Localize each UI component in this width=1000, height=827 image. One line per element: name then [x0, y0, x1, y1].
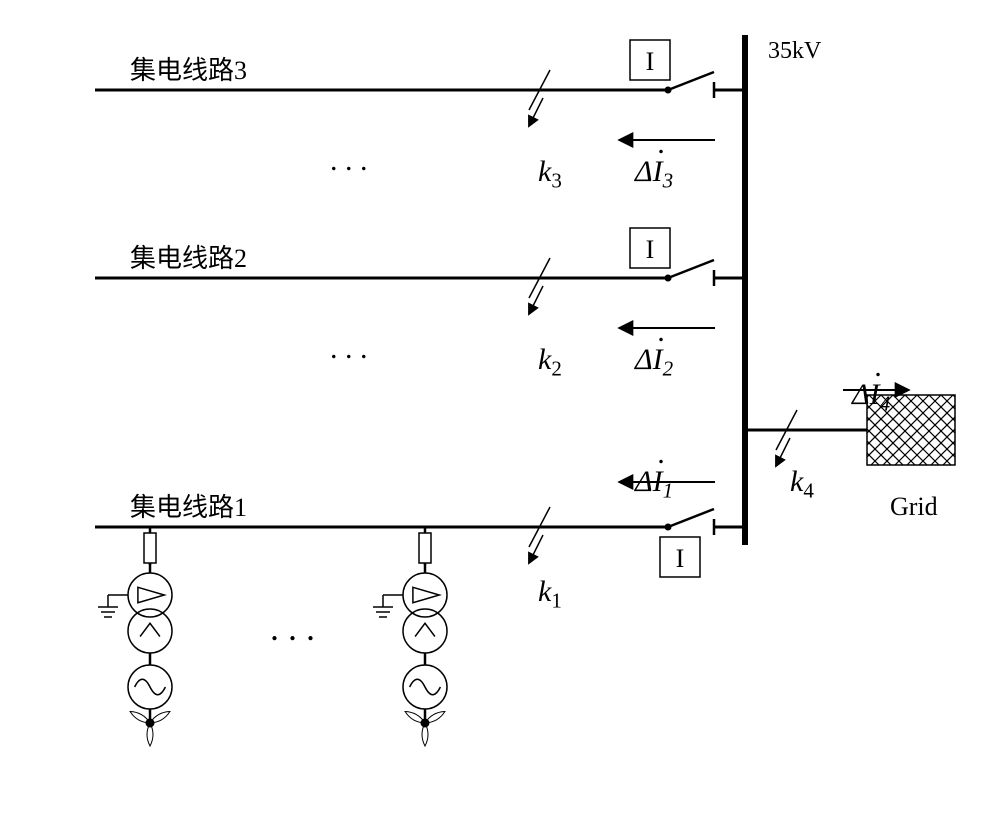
feeder-title-3: 集电线路3	[130, 50, 247, 87]
diagram-stage: I . . . I . . . I . . . 35kV ΔI.3 k3 集电线路3 ΔI.2 k2…	[0, 0, 1000, 822]
svg-text:. . .: . . .	[270, 608, 315, 648]
feeder-title-1: 集电线路1	[130, 487, 247, 524]
svg-text:. . .: . . .	[330, 332, 368, 365]
delta-i-label-1: ΔI.1	[635, 465, 673, 503]
diagram-svg: I . . . I . . . I . . .	[0, 0, 1000, 822]
grid-label: Grid	[890, 492, 938, 522]
delta-i-label-3: ΔI.3	[635, 155, 673, 193]
voltage-label: 35kV	[768, 38, 821, 65]
k-label-1: k1	[538, 575, 562, 613]
k-label-3: k3	[538, 155, 562, 193]
svg-text:. . .: . . .	[330, 144, 368, 177]
feeder-title-2: 集电线路2	[130, 238, 247, 275]
k-label-4: k4	[790, 465, 814, 503]
delta-i-label-4: ΔI.4	[852, 378, 890, 416]
svg-text:I: I	[646, 235, 655, 264]
delta-i-label-2: ΔI.2	[635, 343, 673, 381]
k-label-2: k2	[538, 343, 562, 381]
svg-text:I: I	[646, 47, 655, 76]
svg-text:I: I	[676, 544, 685, 573]
